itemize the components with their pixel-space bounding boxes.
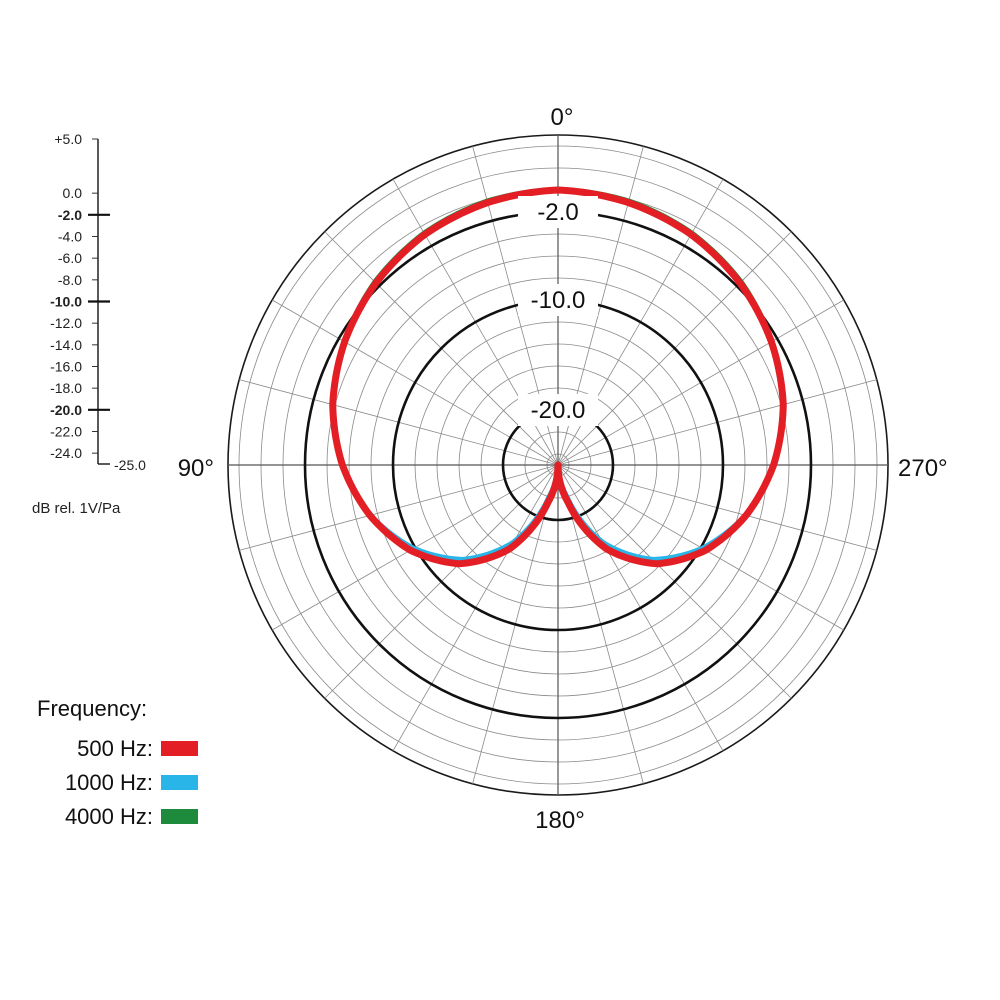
ring-label-bg xyxy=(518,196,598,228)
ring-label: -2.0 xyxy=(537,199,578,226)
series-curve-500hz xyxy=(329,186,787,568)
legend-title: Frequency: xyxy=(37,696,147,721)
series-curves xyxy=(329,186,787,568)
scale-tick-label: -24.0 xyxy=(50,445,82,461)
scale-tick-label: -2.0 xyxy=(58,207,82,223)
scale-tick-label: -22.0 xyxy=(50,424,82,440)
legend-label: 4000 Hz: xyxy=(65,804,153,829)
scale-tick-label: -16.0 xyxy=(50,359,82,375)
scale-tick-label: -10.0 xyxy=(50,294,82,310)
ring-label-bg xyxy=(518,284,598,316)
legend-swatch xyxy=(161,741,198,756)
legend-swatch xyxy=(161,809,198,824)
scale-tick-label: -14.0 xyxy=(50,337,82,353)
scale-tick-label: -12.0 xyxy=(50,315,82,331)
scale-tick-label: -6.0 xyxy=(58,250,82,266)
angle-labels: 0° 90° 270° 180° xyxy=(178,104,948,834)
scale-tick-label: -8.0 xyxy=(58,272,82,288)
angle-label-right: 270° xyxy=(898,455,948,482)
scale-tick-label: -4.0 xyxy=(58,229,82,245)
scale-tick-label: -18.0 xyxy=(50,380,82,396)
ring-label: -20.0 xyxy=(531,397,586,424)
angle-label-top: 0° xyxy=(551,104,574,131)
scale-tick-label: 0.0 xyxy=(63,185,83,201)
scale-tick-label: -20.0 xyxy=(50,402,82,418)
legend-label: 1000 Hz: xyxy=(65,770,153,795)
unit-label: dB rel. 1V/Pa xyxy=(32,500,121,517)
legend: Frequency: 500 Hz: 1000 Hz: 4000 Hz: xyxy=(37,696,198,829)
ring-label: -10.0 xyxy=(531,287,586,314)
legend-swatch xyxy=(161,775,198,790)
db-scale: +5.0 0.0 -2.0 -4.0 -6.0 -8.0 -10.0 -12.0 -14.0 -1… xyxy=(50,131,146,473)
ring-labels: -2.0 -10.0 -20.0 xyxy=(518,196,598,426)
legend-label: 500 Hz: xyxy=(77,736,153,761)
scale-tick-label: +5.0 xyxy=(54,131,82,147)
scale-end-label: -25.0 xyxy=(114,457,146,473)
angle-label-left: 90° xyxy=(178,455,214,482)
ring-label-bg xyxy=(518,394,598,426)
angle-label-bottom: 180° xyxy=(535,807,585,834)
